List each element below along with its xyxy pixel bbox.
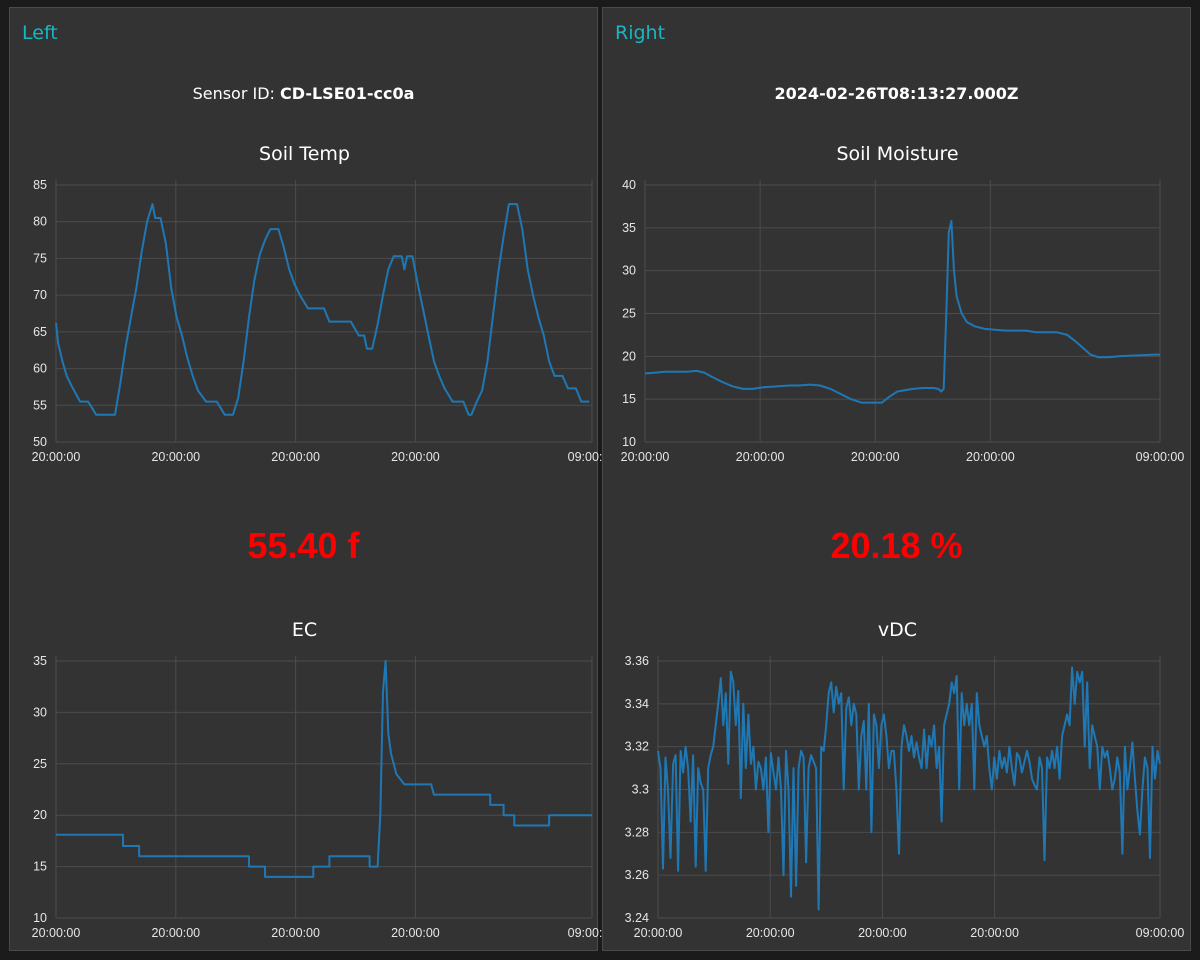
soil-moisture-chart: Soil Moisture 10 15 20 25 30 35 40 20:00:00 20:00… xyxy=(621,143,1185,464)
soil-temp-value: 55.40 f xyxy=(247,525,360,566)
sensor-id-label: Sensor ID: xyxy=(192,84,281,103)
series-line xyxy=(657,666,1161,911)
x-tick-label: 20:00:00 xyxy=(621,450,670,464)
y-tick-label: 20 xyxy=(622,349,636,363)
soil-moisture-value: 20.18 % xyxy=(830,525,963,566)
x-tick-label: 20:00:00 xyxy=(851,450,900,464)
y-tick-label: 3.24 xyxy=(625,911,649,925)
y-tick-label: 3.34 xyxy=(625,697,649,711)
x-tick-label: 20:00:00 xyxy=(736,450,785,464)
x-tick-label: 20:00:00 xyxy=(858,926,907,940)
x-tick-label: 20:00:00 xyxy=(151,926,200,940)
right-panel: Right 2024-02-26T08:13:27.000Z Soil Mois… xyxy=(602,7,1191,951)
y-tick-label: 15 xyxy=(33,860,47,874)
y-tick-label: 60 xyxy=(33,362,47,376)
y-tick-label: 35 xyxy=(33,654,47,668)
y-tick-label: 3.32 xyxy=(625,740,649,754)
x-tick-label: 20:00:00 xyxy=(970,926,1019,940)
y-tick-label: 30 xyxy=(622,264,636,278)
y-tick-label: 55 xyxy=(33,398,47,412)
y-tick-label: 40 xyxy=(622,178,636,192)
x-tick-label: 20:00:00 xyxy=(32,926,81,940)
x-tick-label: 20:00:00 xyxy=(271,926,320,940)
x-tick-label: 20:00:00 xyxy=(746,926,795,940)
x-tick-label: 20:00:00 xyxy=(634,926,683,940)
chart-title: Soil Temp xyxy=(259,143,350,165)
y-tick-label: 15 xyxy=(622,392,636,406)
sensor-id-value: CD-LSE01-cc0a xyxy=(280,84,415,103)
series-line xyxy=(56,660,592,878)
y-tick-label: 20 xyxy=(33,808,47,822)
y-tick-label: 10 xyxy=(622,435,636,449)
y-tick-label: 35 xyxy=(622,221,636,235)
y-tick-label: 70 xyxy=(33,288,47,302)
series-line xyxy=(55,203,590,416)
x-tick-label: 20:00:00 xyxy=(966,450,1015,464)
y-tick-label: 10 xyxy=(33,911,47,925)
y-tick-label: 30 xyxy=(33,705,47,719)
left-panel: Left Sensor ID: CD-LSE01-cc0a Soil Temp 5… xyxy=(9,7,617,951)
ec-chart: EC 10 15 20 25 30 35 20:00:00 20:00:00 20:00:00 20… xyxy=(32,619,617,940)
soil-temp-chart: Soil Temp 50 55 60 65 70 75 80 85 20:00:00 20:00:0… xyxy=(32,143,617,464)
y-tick-label: 80 xyxy=(33,215,47,229)
chart-title: vDC xyxy=(878,619,917,641)
x-tick-label: 20:00:00 xyxy=(391,926,440,940)
x-tick-label: 20:00:00 xyxy=(391,450,440,464)
y-tick-label: 3.36 xyxy=(625,654,649,668)
series-line xyxy=(644,220,1160,404)
x-tick-label: 09:00:00 xyxy=(1136,926,1185,940)
chart-title: Soil Moisture xyxy=(836,143,958,165)
y-tick-label: 65 xyxy=(33,325,47,339)
chart-title: EC xyxy=(292,619,317,641)
y-tick-label: 50 xyxy=(33,435,47,449)
y-tick-label: 75 xyxy=(33,251,47,265)
y-tick-label: 25 xyxy=(622,307,636,321)
timestamp-line: 2024-02-26T08:13:27.000Z xyxy=(603,84,1190,103)
y-tick-label: 25 xyxy=(33,757,47,771)
x-tick-label: 09:00:00 xyxy=(1136,450,1185,464)
x-tick-label: 20:00:00 xyxy=(32,450,81,464)
x-tick-label: 20:00:00 xyxy=(151,450,200,464)
y-tick-label: 3.28 xyxy=(625,825,649,839)
left-panel-title: Left xyxy=(22,22,58,44)
sensor-id-line: Sensor ID: CD-LSE01-cc0a xyxy=(10,84,597,103)
y-tick-label: 85 xyxy=(33,178,47,192)
right-panel-title: Right xyxy=(615,22,666,44)
x-tick-label: 20:00:00 xyxy=(271,450,320,464)
y-tick-label: 3.26 xyxy=(625,868,649,882)
y-tick-label: 3.3 xyxy=(632,783,649,797)
vdc-chart: vDC 3.24 3.26 3.28 3.3 3.32 3.34 3.36 20:00:00 20… xyxy=(625,619,1185,940)
timestamp-value: 2024-02-26T08:13:27.000Z xyxy=(774,84,1019,103)
